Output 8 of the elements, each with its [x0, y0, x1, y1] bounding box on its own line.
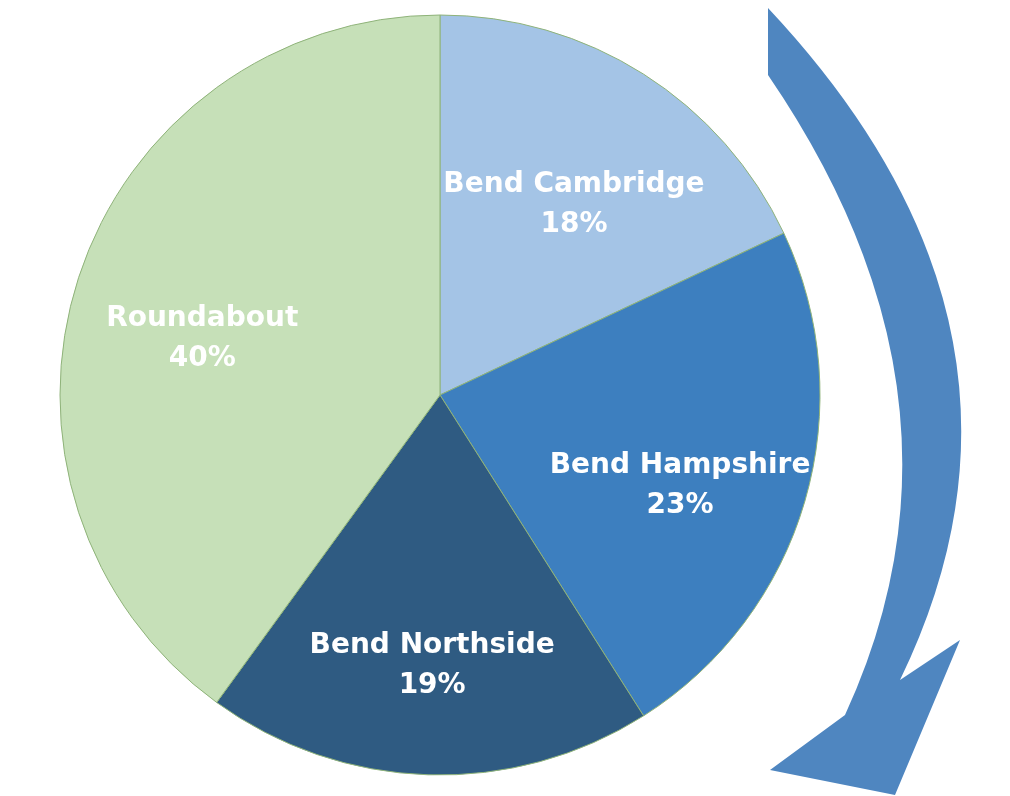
slice-label: Bend Cambridge [443, 165, 705, 199]
slice-label: Bend Hampshire [549, 446, 811, 480]
data-label: 19% [398, 666, 466, 700]
data-label: 40% [168, 339, 236, 373]
slice-label: Roundabout [106, 299, 299, 333]
data-label: 18% [540, 205, 608, 239]
slice-label: Bend Northside [309, 626, 555, 660]
data-label: 23% [646, 486, 714, 520]
